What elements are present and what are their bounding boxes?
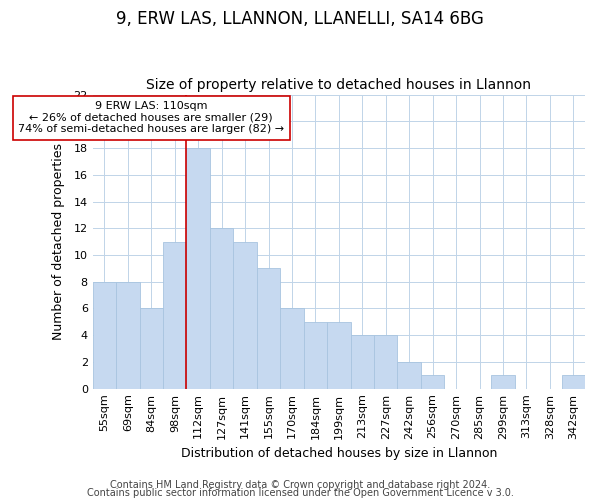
Bar	[187, 148, 210, 388]
Bar	[397, 362, 421, 388]
Bar	[233, 242, 257, 388]
Bar	[280, 308, 304, 388]
Bar	[93, 282, 116, 389]
Bar	[257, 268, 280, 388]
Text: Contains public sector information licensed under the Open Government Licence v : Contains public sector information licen…	[86, 488, 514, 498]
Text: 9 ERW LAS: 110sqm
← 26% of detached houses are smaller (29)
74% of semi-detached: 9 ERW LAS: 110sqm ← 26% of detached hous…	[18, 101, 284, 134]
Bar	[562, 376, 585, 388]
Bar	[491, 376, 515, 388]
Bar	[163, 242, 187, 388]
Text: Contains HM Land Registry data © Crown copyright and database right 2024.: Contains HM Land Registry data © Crown c…	[110, 480, 490, 490]
Y-axis label: Number of detached properties: Number of detached properties	[52, 143, 65, 340]
Bar	[421, 376, 445, 388]
Bar	[327, 322, 350, 388]
Bar	[374, 335, 397, 388]
Bar	[350, 335, 374, 388]
Bar	[304, 322, 327, 388]
Title: Size of property relative to detached houses in Llannon: Size of property relative to detached ho…	[146, 78, 532, 92]
X-axis label: Distribution of detached houses by size in Llannon: Distribution of detached houses by size …	[181, 447, 497, 460]
Bar	[210, 228, 233, 388]
Bar	[140, 308, 163, 388]
Bar	[116, 282, 140, 389]
Text: 9, ERW LAS, LLANNON, LLANELLI, SA14 6BG: 9, ERW LAS, LLANNON, LLANELLI, SA14 6BG	[116, 10, 484, 28]
